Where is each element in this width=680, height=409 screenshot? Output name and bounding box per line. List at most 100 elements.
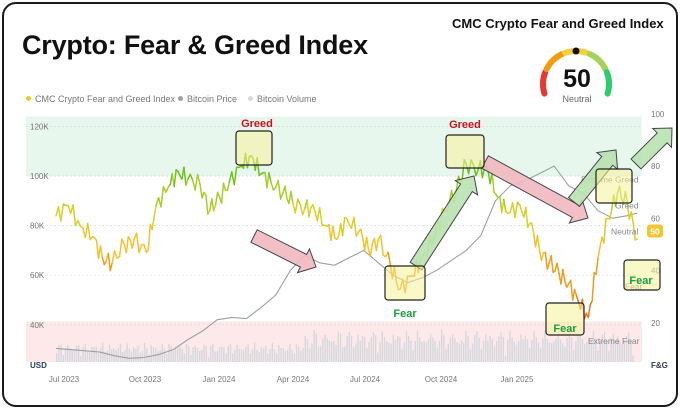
zone-label: Greed (615, 200, 639, 210)
volume-bar (359, 341, 361, 362)
legend-item-bitcoin-volume[interactable]: Bitcoin Volume (248, 94, 317, 104)
volume-bar (223, 347, 225, 362)
volume-bar (573, 350, 575, 362)
volume-bar (386, 341, 388, 362)
x-tick-label: Jan 2024 (203, 375, 236, 384)
volume-bar (205, 345, 207, 362)
x-tick-label: Apr 2024 (277, 375, 310, 384)
volume-bar (416, 330, 419, 362)
fear-greed-segment (544, 251, 549, 270)
y-axis-right-title: F&G (651, 361, 668, 370)
fear-greed-segment (226, 181, 231, 192)
volume-bar (621, 344, 623, 362)
volume-bar (522, 339, 524, 362)
volume-bar (245, 346, 247, 362)
fear-greed-segment (301, 207, 306, 216)
volume-bar (168, 344, 170, 362)
fear-greed-segment (84, 222, 89, 239)
fear-greed-segment (290, 190, 294, 204)
fear-greed-segment (277, 179, 282, 200)
y-tick-label: 80K (30, 222, 45, 231)
volume-bar (601, 334, 603, 362)
fear-greed-segment (511, 202, 516, 219)
volume-bar (606, 340, 608, 362)
volume-bar (124, 350, 126, 362)
volume-bar (89, 352, 91, 362)
annotation-label: Fear (629, 275, 653, 287)
fear-greed-segment (216, 191, 221, 199)
volume-bar (278, 344, 280, 362)
legend-item-bitcoin-price[interactable]: Bitcoin Price (178, 94, 237, 104)
annotations: Greed Greed Fear Fear Fear (241, 118, 653, 335)
volume-bar (467, 335, 469, 362)
volume-bar (146, 348, 148, 362)
volume-bar (388, 342, 390, 362)
volume-bar (568, 329, 570, 362)
fear-greed-segment (540, 251, 545, 262)
volume-bar (313, 329, 315, 362)
fear-greed-segment (308, 206, 312, 218)
fear-greed-segment (270, 181, 275, 191)
volume-bar (210, 346, 212, 362)
gauge-value: 50 (563, 65, 591, 93)
legend-label: CMC Crypto Fear and Greed Index (35, 94, 176, 104)
volume-bar (535, 337, 537, 362)
volume-bar (97, 353, 100, 362)
volume-bar (619, 341, 621, 362)
volume-bar (588, 339, 590, 362)
volume-bar (471, 343, 474, 362)
volume-bar (58, 344, 60, 362)
volume-bar (166, 354, 168, 362)
volume-bar (62, 354, 64, 362)
volume-bar (432, 337, 434, 362)
volume-bar (579, 334, 581, 362)
fear-greed-segment (530, 222, 535, 234)
volume-bar (82, 347, 84, 362)
fear-greed-segment (318, 207, 323, 226)
volume-bar (425, 341, 427, 362)
volume-bar (586, 341, 588, 362)
fear-greed-segment (138, 244, 143, 254)
volume-bar (218, 346, 221, 362)
badge-value: 50 (650, 226, 660, 236)
volume-bar (590, 340, 592, 362)
volume-bar (128, 348, 130, 362)
volume-bar (326, 338, 328, 362)
volume-bar (150, 345, 152, 362)
volume-bar (130, 351, 133, 362)
volume-bar (372, 332, 375, 362)
fear-greed-segment (595, 256, 599, 275)
volume-bar (289, 343, 291, 362)
volume-bar (284, 350, 287, 362)
volume-bar (207, 357, 210, 362)
fear-greed-segment (220, 182, 225, 204)
volume-bar (430, 333, 432, 362)
highlight-boxes (235, 130, 661, 336)
volume-bar (474, 335, 476, 362)
volume-bar (315, 333, 317, 362)
fear-greed-segment (630, 211, 634, 224)
fear-greed-segment (95, 239, 100, 259)
volume-bar (306, 339, 309, 362)
legend-label: Bitcoin Price (187, 94, 238, 104)
volume-bar (328, 340, 331, 362)
fear-greed-segment (550, 255, 554, 274)
fear-greed-segment (177, 170, 181, 177)
volume-bar (254, 343, 256, 362)
fear-greed-segment (214, 191, 219, 206)
volume-bar (603, 331, 606, 362)
volume-bar (192, 347, 194, 362)
legend-item-fear-greed[interactable]: CMC Crypto Fear and Greed Index (26, 94, 175, 104)
volume-bar (630, 339, 632, 362)
y-tick-label: 120K (30, 122, 49, 131)
volume-bar (322, 338, 324, 362)
fear-greed-segment (268, 172, 272, 183)
greed-zone (26, 116, 642, 176)
volume-bar (513, 342, 515, 362)
fear-greed-segment (67, 204, 72, 215)
volume-bar (238, 348, 240, 362)
fear-greed-segment (571, 288, 576, 301)
volume-bar (383, 337, 386, 362)
